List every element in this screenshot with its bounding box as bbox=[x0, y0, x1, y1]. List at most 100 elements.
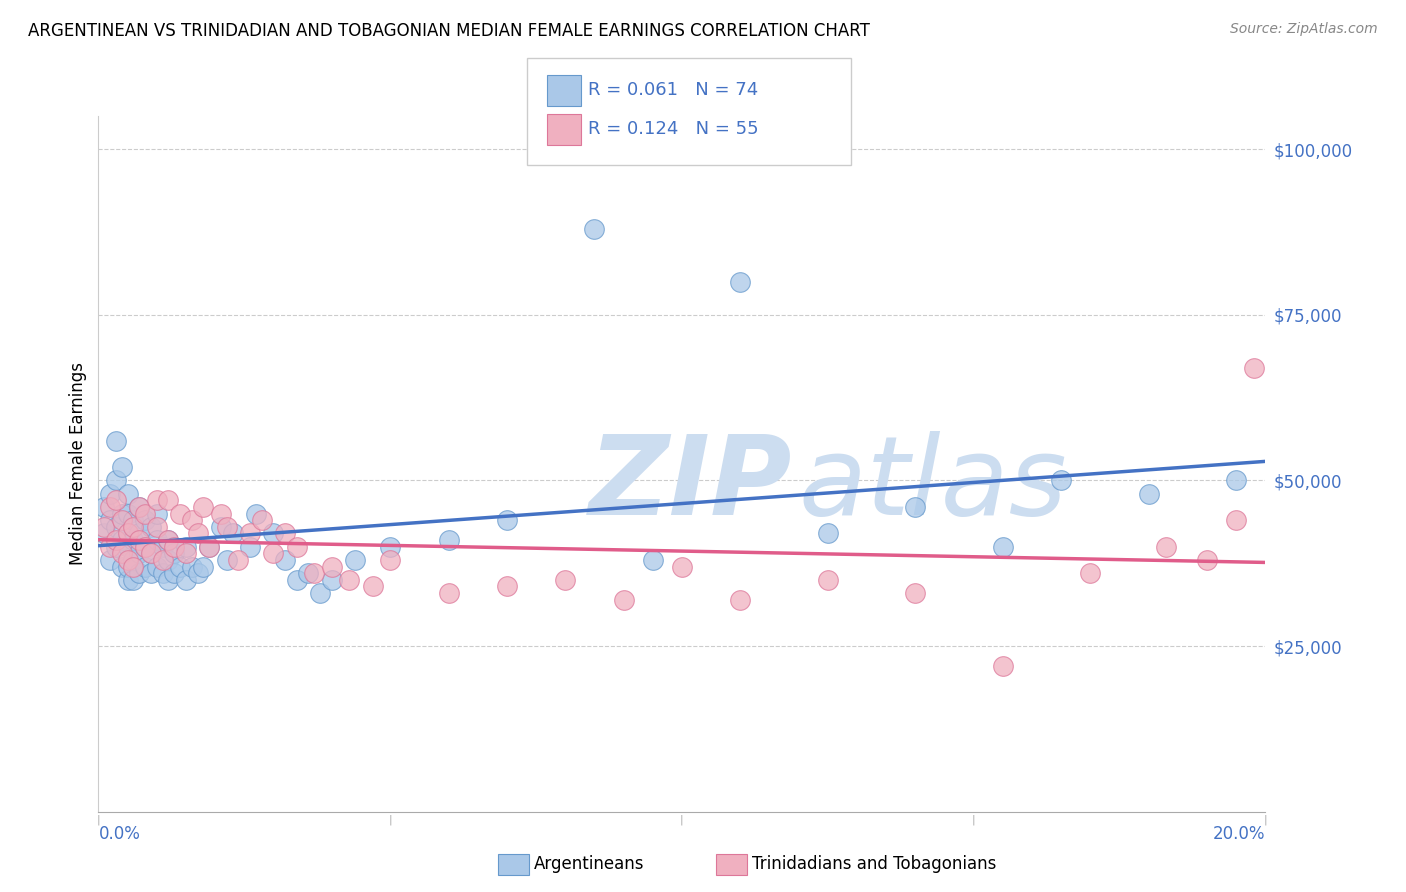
Point bbox=[1137, 486, 1160, 500]
Point bbox=[157, 573, 180, 587]
Point bbox=[122, 573, 145, 587]
Point bbox=[93, 526, 115, 541]
Point bbox=[378, 553, 402, 567]
Point bbox=[122, 513, 145, 527]
Point bbox=[128, 500, 150, 514]
Text: ZIP: ZIP bbox=[589, 431, 792, 538]
Point bbox=[117, 526, 139, 541]
Point bbox=[98, 486, 121, 500]
Point bbox=[285, 540, 308, 554]
Point bbox=[250, 513, 273, 527]
Point bbox=[904, 500, 927, 514]
Point bbox=[337, 573, 360, 587]
Point bbox=[262, 526, 284, 541]
Point bbox=[180, 559, 202, 574]
Point bbox=[309, 586, 332, 600]
Point bbox=[215, 520, 238, 534]
Point bbox=[111, 546, 134, 560]
Point bbox=[187, 566, 209, 581]
Point bbox=[134, 540, 156, 554]
Y-axis label: Median Female Earnings: Median Female Earnings bbox=[69, 362, 87, 566]
Point bbox=[122, 559, 145, 574]
Point bbox=[728, 592, 751, 607]
Text: 20.0%: 20.0% bbox=[1213, 825, 1265, 843]
Point bbox=[378, 540, 402, 554]
Point bbox=[198, 540, 221, 554]
Point bbox=[163, 540, 186, 554]
Point bbox=[728, 275, 751, 289]
Point bbox=[134, 513, 156, 527]
Point bbox=[117, 573, 139, 587]
Point bbox=[157, 553, 180, 567]
Point bbox=[146, 533, 169, 547]
Point bbox=[437, 586, 460, 600]
Text: |: | bbox=[97, 814, 100, 825]
Point bbox=[134, 540, 156, 554]
Text: |: | bbox=[388, 814, 392, 825]
Point bbox=[98, 500, 121, 514]
Point bbox=[239, 526, 262, 541]
Point bbox=[146, 507, 169, 521]
Point bbox=[157, 533, 180, 547]
Point bbox=[128, 533, 150, 547]
Text: Trinidadians and Tobagonians: Trinidadians and Tobagonians bbox=[752, 855, 997, 873]
Point bbox=[139, 520, 162, 534]
Point bbox=[1243, 360, 1265, 375]
Text: atlas: atlas bbox=[799, 431, 1067, 538]
Point bbox=[111, 507, 134, 521]
Point bbox=[139, 546, 162, 560]
Point bbox=[152, 553, 174, 567]
Text: R = 0.061   N = 74: R = 0.061 N = 74 bbox=[588, 81, 758, 99]
Point bbox=[134, 507, 156, 521]
Point bbox=[274, 553, 297, 567]
Point bbox=[641, 553, 664, 567]
Point bbox=[128, 500, 150, 514]
Point bbox=[262, 546, 284, 560]
Point bbox=[583, 221, 606, 235]
Point bbox=[554, 573, 576, 587]
Point bbox=[344, 553, 367, 567]
Point bbox=[209, 520, 232, 534]
Point bbox=[245, 507, 267, 521]
Point bbox=[209, 507, 232, 521]
Point bbox=[139, 546, 162, 560]
Point bbox=[122, 520, 145, 534]
Point bbox=[98, 553, 121, 567]
Point bbox=[285, 573, 308, 587]
Point bbox=[228, 553, 250, 567]
Point bbox=[163, 566, 186, 581]
Point bbox=[495, 513, 517, 527]
Text: R = 0.124   N = 55: R = 0.124 N = 55 bbox=[588, 120, 758, 138]
Text: |: | bbox=[1264, 814, 1267, 825]
Point bbox=[128, 566, 150, 581]
Point bbox=[146, 520, 169, 534]
Point bbox=[198, 540, 221, 554]
Point bbox=[321, 559, 343, 574]
Point bbox=[817, 573, 839, 587]
Point bbox=[98, 540, 121, 554]
Text: Source: ZipAtlas.com: Source: ZipAtlas.com bbox=[1230, 22, 1378, 37]
Point bbox=[117, 526, 139, 541]
Point bbox=[215, 553, 238, 567]
Point bbox=[180, 513, 202, 527]
Point bbox=[187, 526, 209, 541]
Point bbox=[111, 460, 134, 475]
Point bbox=[157, 493, 180, 508]
Point bbox=[111, 513, 134, 527]
Point bbox=[1154, 540, 1177, 554]
Point bbox=[169, 559, 191, 574]
Point bbox=[93, 520, 115, 534]
Point bbox=[221, 526, 243, 541]
Point bbox=[495, 579, 517, 593]
Point bbox=[174, 546, 197, 560]
Point bbox=[117, 540, 139, 554]
Point bbox=[904, 586, 927, 600]
Point bbox=[152, 566, 174, 581]
Point bbox=[437, 533, 460, 547]
Point bbox=[304, 566, 326, 581]
Point bbox=[93, 500, 115, 514]
Point bbox=[1225, 513, 1247, 527]
Point bbox=[991, 540, 1014, 554]
Point bbox=[134, 559, 156, 574]
Point bbox=[104, 540, 127, 554]
